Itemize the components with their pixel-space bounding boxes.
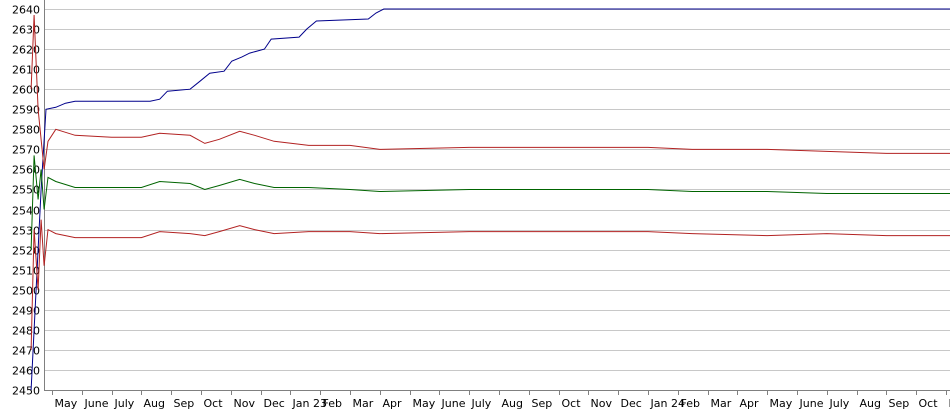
series-line-1	[30, 8, 950, 391]
x-tick-label: Feb	[323, 397, 342, 410]
y-tick-label: 2490	[12, 305, 40, 318]
x-tick-label: Sep	[532, 397, 553, 410]
y-tick-label: 2630	[12, 24, 40, 37]
x-tick-label: Oct	[919, 397, 939, 410]
y-tick-label: 2640	[12, 4, 40, 17]
gridlines	[44, 9, 950, 391]
y-tick-label: 2590	[12, 104, 40, 117]
x-tick-label: Nov	[591, 397, 613, 410]
x-tick-label: July	[829, 397, 850, 410]
y-tick-label: 2460	[12, 365, 40, 378]
y-tick-label: 2580	[12, 124, 40, 137]
x-tick-label: Nov	[949, 397, 950, 410]
x-tick-label: Sep	[889, 397, 910, 410]
series-line-3	[30, 155, 950, 250]
y-tick-label: 2480	[12, 325, 40, 338]
y-tick-label: 2560	[12, 164, 40, 177]
axes	[44, 0, 950, 395]
x-tick-label: Aug	[502, 397, 523, 410]
x-tick-label: Dec	[264, 397, 285, 410]
y-tick-label: 2550	[12, 184, 40, 197]
x-tick-label: Aug	[144, 397, 165, 410]
x-tick-label: Mar	[711, 397, 732, 410]
x-tick-label: July	[114, 397, 135, 410]
x-tick-label: Dec	[621, 397, 642, 410]
x-tick-label: July	[471, 397, 492, 410]
y-tick-label: 2610	[12, 64, 40, 77]
y-tick-label: 2530	[12, 225, 40, 238]
series-line-4	[30, 219, 950, 350]
x-tick-label: June	[441, 397, 466, 410]
x-tick-label: Apr	[383, 397, 403, 410]
x-tick-label: Apr	[740, 397, 760, 410]
series-line-2	[30, 14, 950, 170]
x-tick-label: Nov	[234, 397, 256, 410]
y-tick-label: 2540	[12, 205, 40, 218]
x-tick-label: Feb	[681, 397, 700, 410]
x-tick-label: Oct	[204, 397, 224, 410]
x-tick-label: May	[55, 397, 78, 410]
y-tick-label: 2510	[12, 265, 40, 278]
x-tick-label: Jan 24	[650, 397, 685, 410]
y-tick-label: 2470	[12, 345, 40, 358]
y-tick-label: 2570	[12, 144, 40, 157]
x-tick-label: Sep	[174, 397, 195, 410]
x-tick-label: Mar	[353, 397, 374, 410]
y-axis-labels: 2450246024702480249025002510252025302540…	[12, 4, 40, 398]
series-lines	[30, 8, 950, 391]
x-tick-label: Jan 23	[292, 397, 327, 410]
y-tick-label: 2600	[12, 84, 40, 97]
x-tick-label: May	[413, 397, 436, 410]
x-tick-label: June	[799, 397, 824, 410]
x-tick-label: Oct	[562, 397, 582, 410]
y-tick-label: 2450	[12, 385, 40, 398]
x-tick-label: May	[770, 397, 793, 410]
x-tick-label: June	[84, 397, 109, 410]
x-tick-label: Aug	[860, 397, 881, 410]
